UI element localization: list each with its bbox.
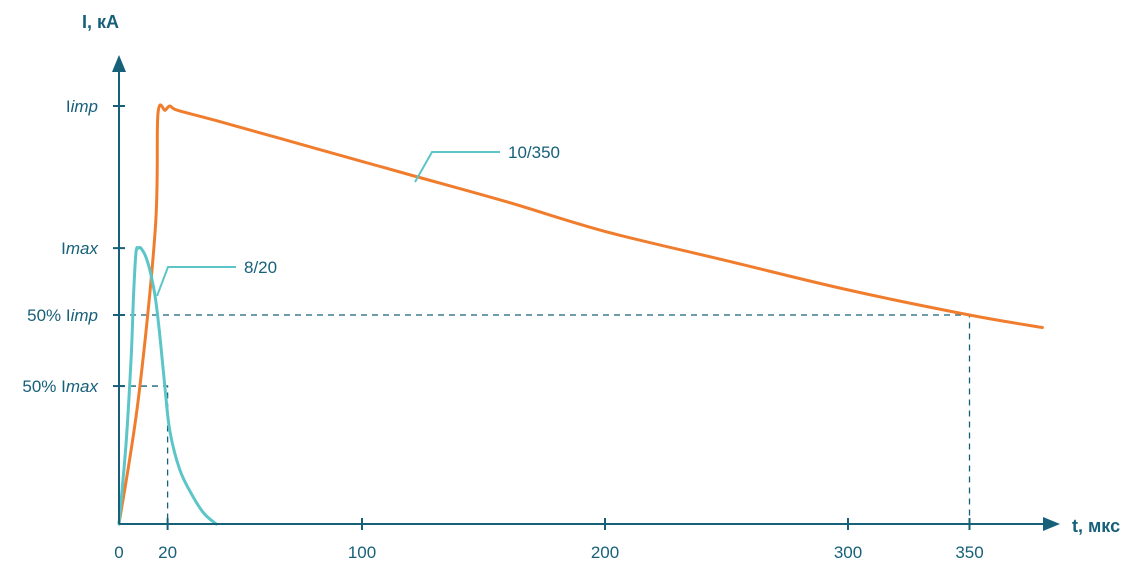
y-level-label-half_imp: 50% Iimp xyxy=(27,306,98,325)
x-tick-label-0: 0 xyxy=(114,543,123,561)
y-level-labels: Iimp Imax 50% Iimp 50% Imax xyxy=(22,97,125,396)
x-tick-label-200: 200 xyxy=(591,543,619,561)
axes: I, кА t, мкс xyxy=(82,12,1120,536)
x-tick-label-100: 100 xyxy=(348,543,376,561)
x-tick-label-20: 20 xyxy=(158,543,177,561)
y-level-label-imp: Iimp xyxy=(66,97,98,116)
x-axis-arrow xyxy=(1043,517,1060,531)
series-label-8-20: 8/20 xyxy=(244,258,277,277)
series-curves xyxy=(117,103,1044,526)
series-line-10-350 xyxy=(117,103,1044,526)
series-labels: 10/350 8/20 xyxy=(156,143,560,297)
leader-10-350 xyxy=(414,151,500,183)
reference-line-0 xyxy=(119,314,971,524)
y-level-label-half_max: 50% Imax xyxy=(22,377,98,396)
x-axis-title: t, мкс xyxy=(1072,516,1120,536)
y-level-label-max: Imax xyxy=(61,239,98,258)
y-axis-arrow xyxy=(112,55,126,72)
series-label-10-350: 10/350 xyxy=(508,143,560,162)
x-tick-label-350: 350 xyxy=(955,543,983,561)
series-line-8-20 xyxy=(117,245,218,526)
y-axis-title: I, кА xyxy=(82,12,119,32)
x-ticks: 0 20 100 200 300 350 xyxy=(114,518,984,561)
reference-dashes xyxy=(119,314,971,524)
reference-line-1 xyxy=(119,385,169,524)
x-tick-label-300: 300 xyxy=(834,543,862,561)
leader-8-20 xyxy=(156,266,236,297)
